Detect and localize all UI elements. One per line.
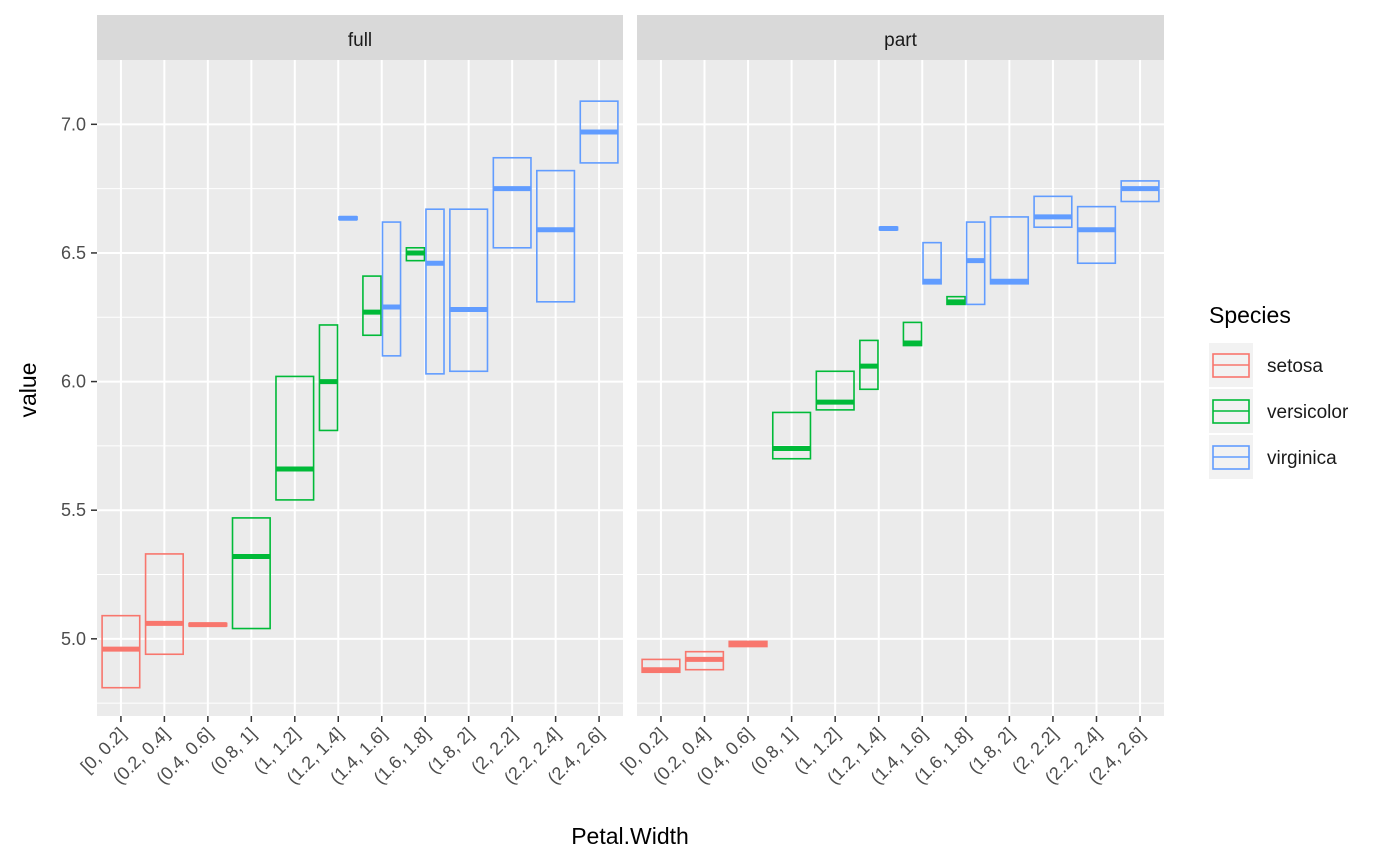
- y-tick-label: 6.0: [61, 372, 86, 392]
- panels-layer: full[0, 0.2](0.2, 0.4](0.4, 0.6](0.8, 1]…: [77, 15, 1164, 788]
- y-tick-label: 5.5: [61, 500, 86, 520]
- y-tick-label: 6.5: [61, 243, 86, 263]
- y-tick-label: 5.0: [61, 629, 86, 649]
- box-setosa: [641, 658, 681, 674]
- legend: Species setosa versicolor virginica: [1209, 302, 1349, 479]
- box-virginica: [965, 221, 986, 306]
- box-versicolor: [771, 411, 812, 460]
- legend-title: Species: [1209, 302, 1291, 328]
- box-virginica: [1076, 205, 1117, 265]
- box-versicolor: [275, 375, 315, 501]
- x-tick-label: (1.8, 2]: [424, 724, 478, 778]
- facet-strip: [97, 15, 623, 60]
- box-versicolor: [231, 517, 271, 630]
- y-axis: 5.0 5.5 6.0 6.5 7.0: [61, 114, 97, 649]
- legend-item-setosa: setosa: [1209, 343, 1323, 387]
- x-tick-label: (1.8, 2]: [964, 724, 1018, 778]
- x-axis-title: Petal.Width: [571, 823, 689, 849]
- box-setosa: [101, 614, 141, 689]
- box-virginica: [381, 221, 402, 357]
- legend-label: versicolor: [1267, 402, 1349, 423]
- y-axis-title: value: [15, 363, 41, 418]
- x-tick-label: (0.8, 1]: [206, 724, 260, 778]
- box-setosa: [144, 553, 184, 656]
- panel-background: [97, 60, 623, 716]
- box-virginica: [425, 208, 445, 375]
- legend-label: virginica: [1267, 448, 1337, 469]
- legend-item-versicolor: versicolor: [1209, 389, 1349, 433]
- box-virginica: [922, 241, 942, 285]
- x-tick-label: (0.8, 1]: [747, 724, 801, 778]
- facet-strip-label: part: [884, 30, 917, 51]
- box-virginica: [536, 169, 576, 303]
- facet-panel-full: full[0, 0.2](0.2, 0.4](0.4, 0.6](0.8, 1]…: [77, 15, 623, 788]
- legend-label: setosa: [1267, 356, 1323, 377]
- facet-strip: [637, 15, 1164, 60]
- box-versicolor: [318, 324, 339, 432]
- legend-item-virginica: virginica: [1209, 435, 1337, 479]
- box-virginica: [492, 156, 532, 249]
- box-virginica: [1120, 180, 1160, 203]
- box-versicolor: [815, 370, 855, 411]
- facet-panel-part: part[0, 0.2](0.2, 0.4](0.4, 0.6](0.8, 1]…: [617, 15, 1164, 788]
- box-versicolor: [362, 275, 382, 337]
- box-versicolor: [902, 321, 923, 347]
- panel-background: [637, 60, 1164, 716]
- box-virginica: [989, 216, 1030, 285]
- box-virginica: [1033, 195, 1073, 229]
- box-virginica: [449, 208, 489, 373]
- y-tick-label: 7.0: [61, 114, 86, 134]
- facet-strip-label: full: [348, 30, 372, 51]
